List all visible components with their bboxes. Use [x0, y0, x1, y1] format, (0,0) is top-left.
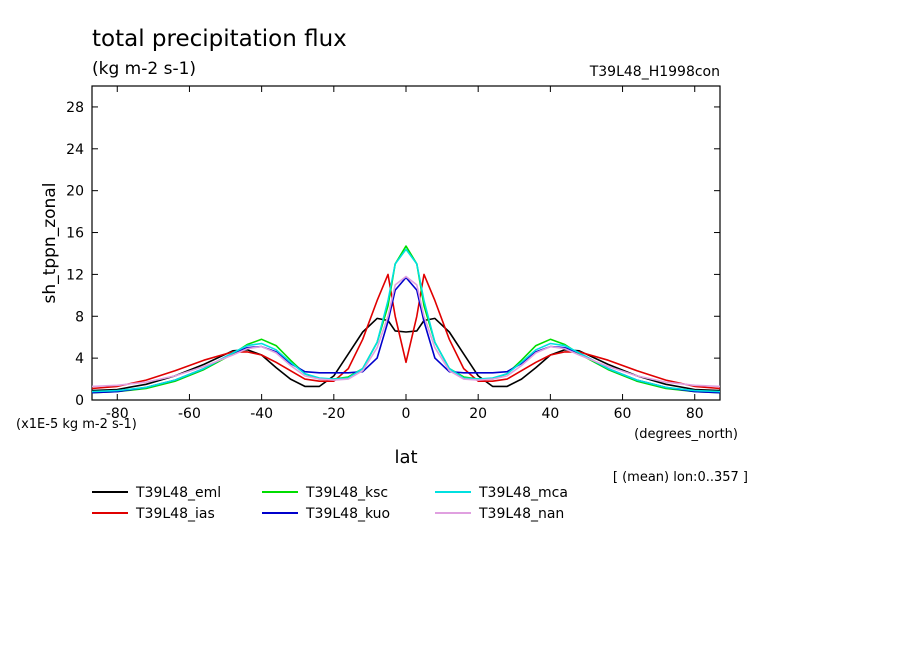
x-tick-label: -20	[322, 406, 345, 422]
series-line-T39L48_mca	[91, 248, 721, 393]
x-axis-units: (degrees_north)	[634, 427, 738, 442]
x-tick-label: 20	[469, 406, 487, 422]
y-tick-label: 20	[66, 184, 84, 200]
x-axis-ticks: -80 -60 -40 -20 0 20 40 60 80	[106, 86, 704, 422]
x-tick-label: 40	[541, 406, 559, 422]
x-tick-label: -80	[106, 406, 129, 422]
legend-label: T39L48_mca	[478, 485, 568, 501]
x-tick-label: 80	[686, 406, 704, 422]
legend-label: T39L48_eml	[135, 485, 221, 501]
chart-title: total precipitation flux	[92, 26, 347, 52]
y-axis-label: sh_tppn_zonal	[40, 183, 60, 304]
series-line-T39L48_ias	[91, 273, 721, 390]
chart-units: (kg m-2 s-1)	[92, 59, 196, 79]
y-tick-label: 28	[66, 100, 84, 116]
legend-label: T39L48_kuo	[305, 506, 390, 522]
y-tick-label: 16	[66, 226, 84, 242]
y-tick-label: 12	[66, 267, 84, 283]
series-lines	[91, 245, 721, 394]
y-tick-label: 0	[75, 393, 84, 409]
x-tick-label: 60	[614, 406, 632, 422]
x-axis-label: lat	[394, 447, 417, 468]
y-tick-label: 24	[66, 142, 84, 158]
y-scale-note: (x1E-5 kg m-2 s-1)	[16, 417, 137, 432]
legend: T39L48_eml T39L48_ias T39L48_ksc T39L48_kuo…	[92, 485, 568, 522]
series-line-T39L48_nan	[91, 275, 721, 388]
series-line-T39L48_eml	[91, 317, 721, 392]
footnote: [ (mean) lon:0..357 ]	[613, 470, 748, 485]
legend-label: T39L48_nan	[478, 506, 564, 522]
series-line-T39L48_ksc	[91, 245, 721, 394]
x-tick-label: -60	[178, 406, 201, 422]
plot-frame	[91, 85, 721, 401]
y-tick-label: 8	[75, 309, 84, 325]
y-axis-ticks: 0 4 8 12 16 20 24 28	[66, 100, 720, 409]
x-tick-label: 0	[402, 406, 411, 422]
x-tick-label: -40	[250, 406, 273, 422]
legend-label: T39L48_ias	[135, 506, 215, 522]
y-tick-label: 4	[75, 351, 84, 367]
legend-label: T39L48_ksc	[305, 485, 388, 501]
experiment-label: T39L48_H1998con	[589, 64, 720, 80]
